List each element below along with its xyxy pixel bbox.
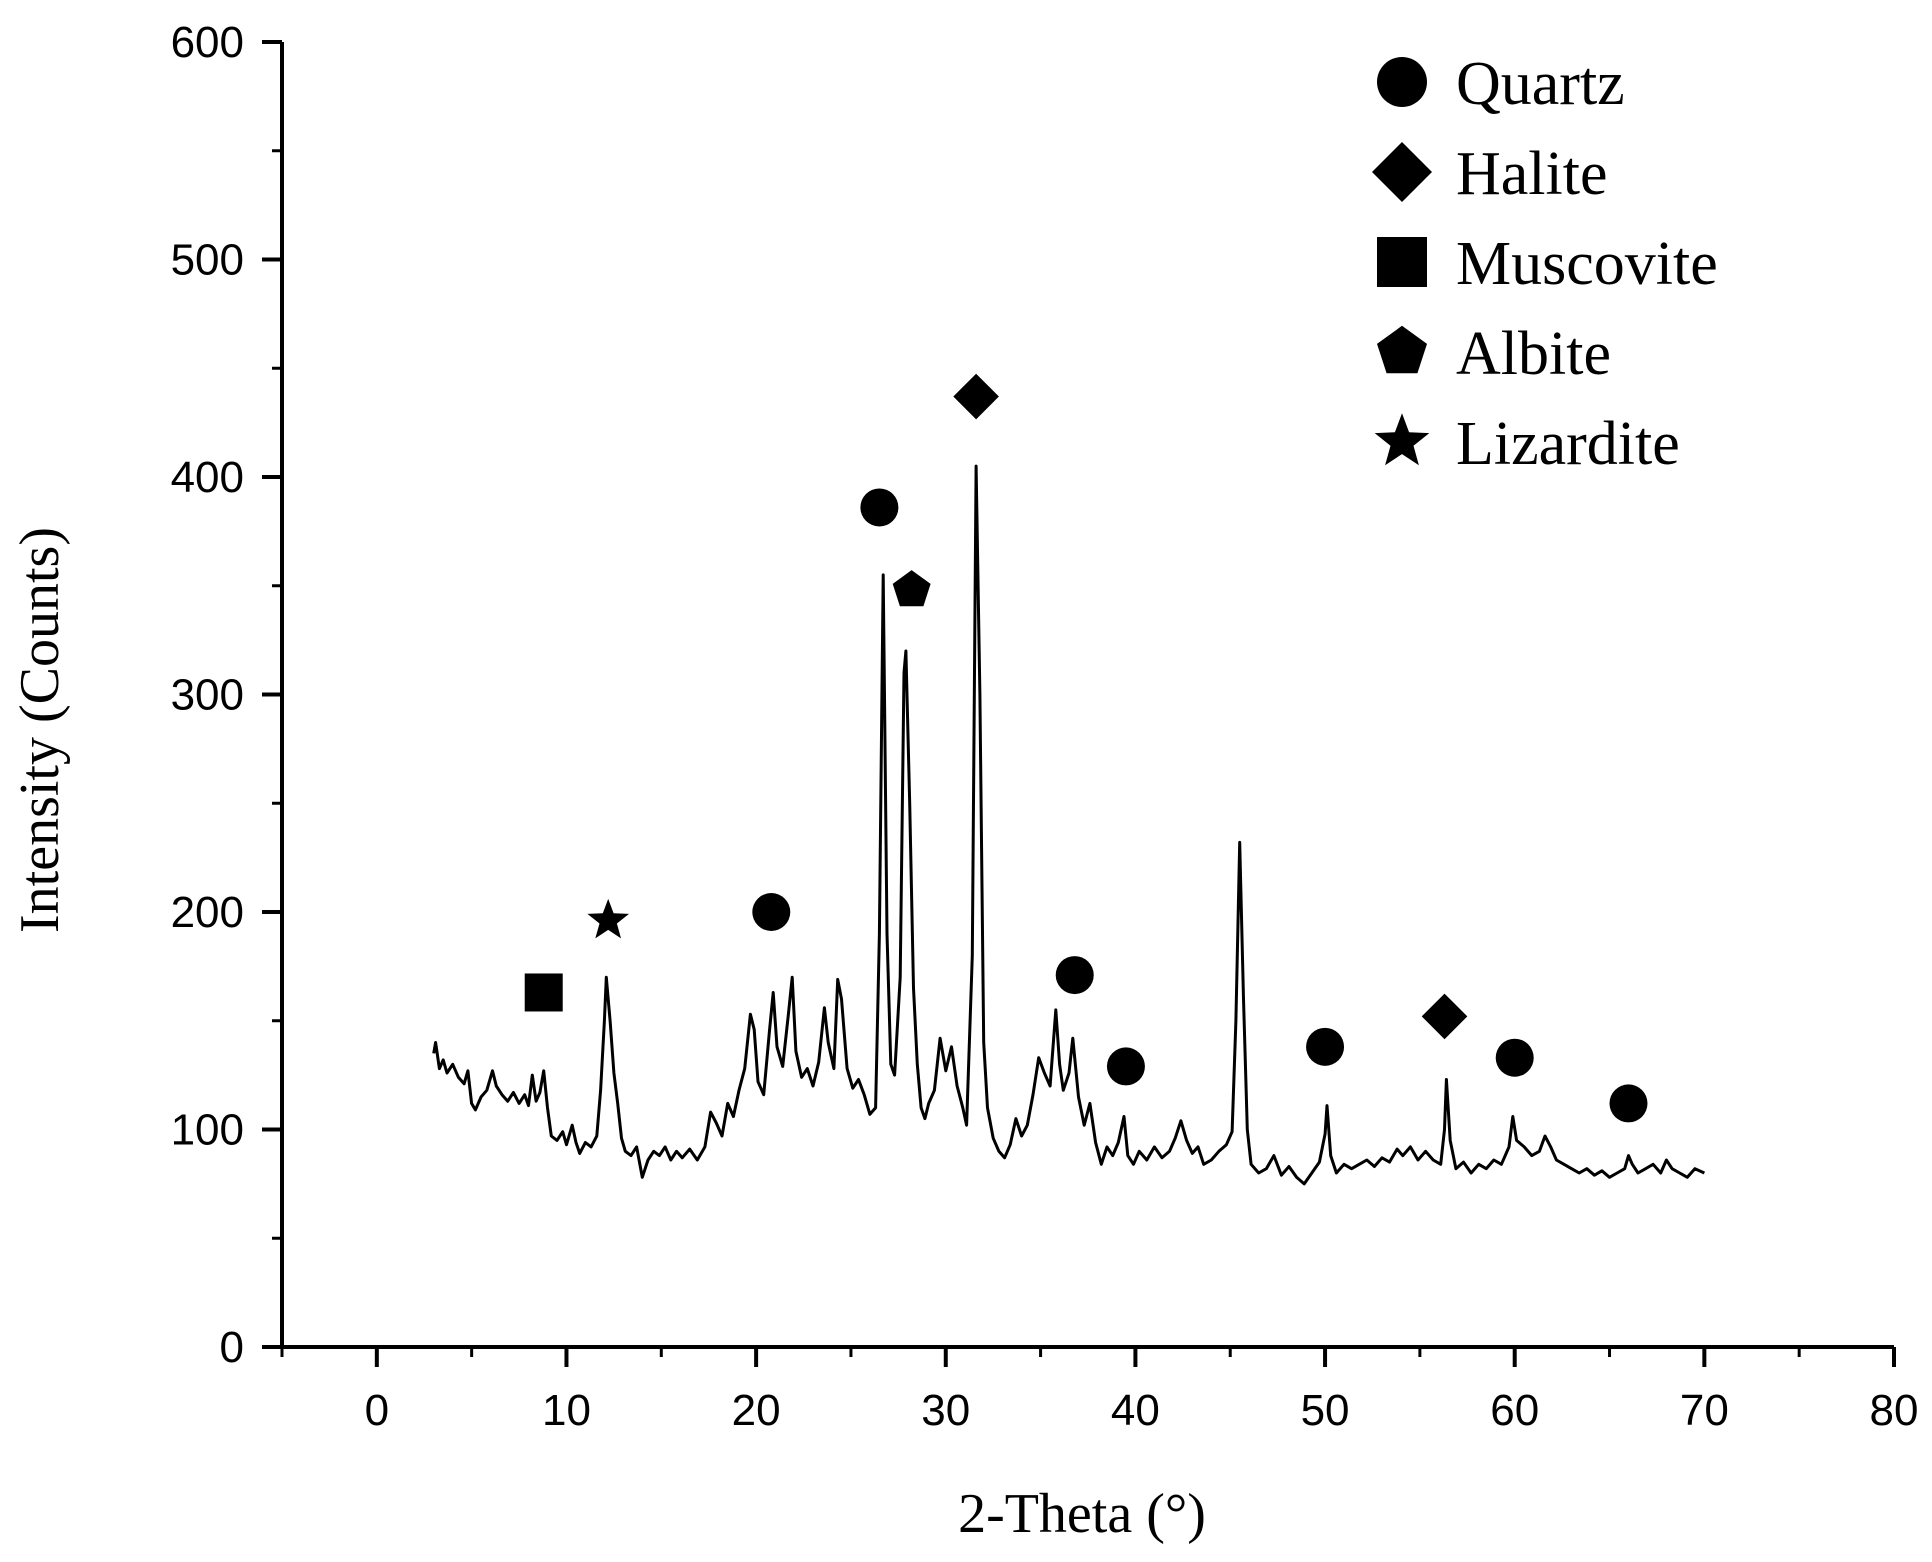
legend-item-lizardite: Lizardite xyxy=(1374,410,1680,478)
legend-label: Quartz xyxy=(1456,50,1625,118)
legend-label: Muscovite xyxy=(1456,230,1718,298)
diffraction-pattern-line xyxy=(432,464,1706,1186)
x-axis-title: 2-Theta (°) xyxy=(958,1483,1206,1545)
tick-labels: 0 100 200 300 400 500 600 0 10 20 30 40 50 60 70 80 xyxy=(171,18,1919,1435)
legend-item-muscovite: Muscovite xyxy=(1377,230,1718,298)
legend-marker-square xyxy=(1377,237,1427,287)
peak-marker-lizardite xyxy=(587,898,629,939)
y-tick-label: 400 xyxy=(171,453,244,502)
legend-marker-pentagon xyxy=(1377,325,1427,374)
legend-item-quartz: Quartz xyxy=(1377,50,1625,118)
y-axis-title: Intensity (Counts) xyxy=(9,527,71,933)
x-tick-label: 50 xyxy=(1301,1386,1350,1435)
x-tick-label: 0 xyxy=(365,1386,389,1435)
x-tick-label: 30 xyxy=(921,1386,970,1435)
legend-label: Albite xyxy=(1456,320,1611,388)
peak-marker-quartz xyxy=(1055,956,1094,995)
y-tick-label: 300 xyxy=(171,671,244,720)
y-tick-label: 600 xyxy=(171,18,244,67)
x-tick-label: 60 xyxy=(1490,1386,1539,1435)
legend-item-halite: Halite xyxy=(1372,140,1608,208)
x-tick-label: 80 xyxy=(1870,1386,1919,1435)
peak-marker-quartz xyxy=(752,893,791,931)
peak-marker-albite xyxy=(892,570,931,607)
peak-marker-quartz xyxy=(1306,1027,1345,1066)
legend: Quartz Halite Muscovite Albite Lizardite xyxy=(1372,50,1718,478)
legend-label: Lizardite xyxy=(1456,410,1680,478)
tick-marks xyxy=(262,40,1896,1367)
peak-marker-halite xyxy=(953,373,999,420)
legend-marker-diamond xyxy=(1372,142,1432,202)
x-tick-label: 20 xyxy=(732,1386,781,1435)
peak-marker-quartz xyxy=(1609,1084,1648,1123)
y-tick-label: 100 xyxy=(171,1106,244,1155)
legend-label: Halite xyxy=(1456,140,1608,208)
peak-marker-quartz xyxy=(1106,1047,1145,1086)
legend-item-albite: Albite xyxy=(1377,320,1611,388)
y-tick-label: 0 xyxy=(220,1323,244,1372)
peak-marker-muscovite xyxy=(524,973,563,1012)
x-tick-label: 10 xyxy=(542,1386,591,1435)
legend-marker-circle xyxy=(1377,57,1427,107)
peak-marker-quartz xyxy=(860,488,899,527)
peak-marker-quartz xyxy=(1495,1038,1534,1077)
y-tick-label: 200 xyxy=(171,888,244,937)
x-tick-label: 40 xyxy=(1111,1386,1160,1435)
peak-marker-halite xyxy=(1421,993,1468,1040)
x-tick-label: 70 xyxy=(1680,1386,1729,1435)
y-tick-label: 500 xyxy=(171,236,244,285)
legend-marker-star xyxy=(1374,413,1430,466)
peak-markers xyxy=(524,373,1648,1123)
